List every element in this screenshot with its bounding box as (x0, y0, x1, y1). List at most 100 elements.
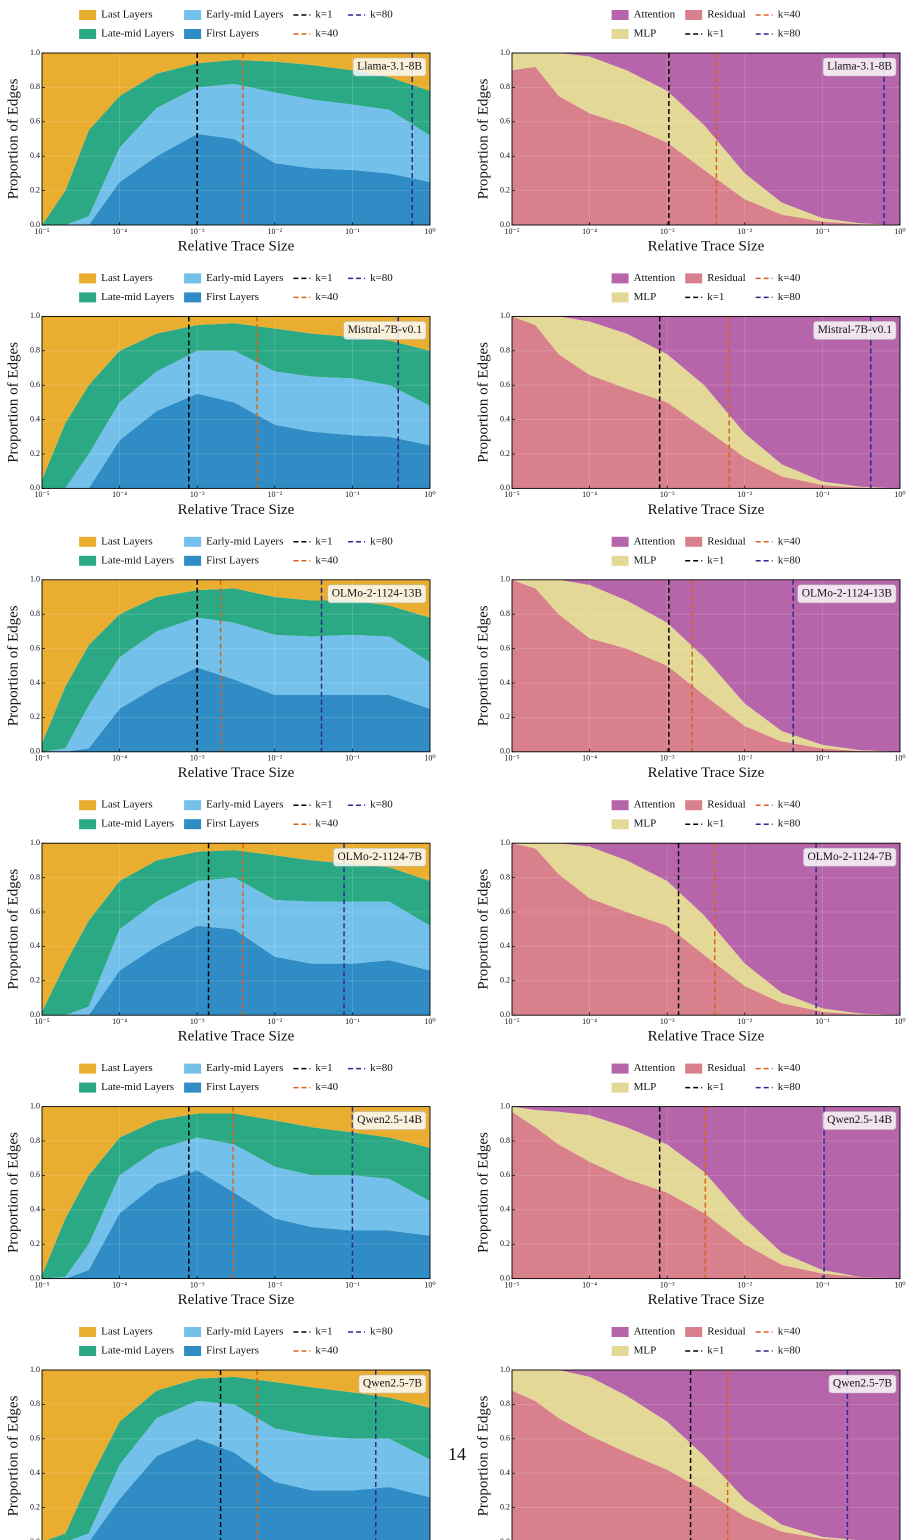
model-label-box (343, 321, 427, 340)
legend-label: k=80 (370, 535, 393, 547)
x-tick-label: 10⁰ (894, 754, 905, 763)
x-tick-label: 10⁻² (737, 754, 752, 763)
model-label: Llama-3.1-8B (352, 57, 427, 77)
legend-label: Residual (707, 535, 746, 547)
x-tick-label: 10⁻⁴ (112, 227, 127, 236)
y-tick-label: 0.6 (500, 1434, 510, 1443)
legend-item: Attention (611, 9, 676, 21)
y-axis-label: Proportion of Edges (475, 78, 491, 199)
y-tick-label: 1.0 (500, 1365, 510, 1374)
model-label-text: OLMo-2-1124-13B (802, 587, 893, 599)
plot-frame (511, 1106, 901, 1280)
chart: 0.0 0.2 0.4 0.6 0.8 1.0 10⁻⁵ 10⁻⁴ 10⁻³ 10⁻² 10⁻¹ 10… (475, 9, 905, 255)
legend-swatch (79, 1346, 97, 1356)
y-tick-label: 0.2 (500, 712, 510, 721)
legend: Attention MLP Residual k=1 k=40 k=80 (611, 1326, 801, 1357)
model-label-text: OLMo-2-1124-7B (807, 851, 892, 863)
legend-item: Early-mid Layers (184, 1326, 283, 1338)
area-series (42, 925, 430, 1016)
model-label-text: OLMo-2-1124-7B (337, 851, 422, 863)
y-tick-label: 0.2 (500, 449, 510, 458)
y-tick-label: 0.4 (500, 414, 510, 423)
legend-item: MLP (611, 291, 656, 303)
legend-item: k=40 (293, 818, 339, 830)
plot-area (42, 579, 430, 752)
legend-item: k=40 (755, 1062, 801, 1074)
y-tick-label: 0.8 (30, 1136, 40, 1145)
y-tick-label: 0.6 (30, 117, 40, 126)
y-tick-label: 0.0 (30, 1010, 40, 1019)
legend-label: k=40 (315, 291, 338, 303)
y-tick-label: 0.2 (500, 185, 510, 194)
area-series (512, 579, 900, 752)
area-series (512, 843, 900, 1016)
plot-area (512, 53, 900, 225)
legend-item: Residual (685, 1326, 746, 1338)
plot-frame (511, 1369, 901, 1540)
legend-label: k=80 (370, 1326, 393, 1338)
area-series (42, 350, 430, 489)
legend-swatch (611, 1327, 629, 1337)
legend-label: k=80 (778, 818, 801, 830)
legend-item: k=40 (293, 28, 339, 40)
legend-item: k=40 (293, 291, 339, 303)
legend-item: Early-mid Layers (184, 799, 283, 811)
plot-area (512, 1370, 900, 1540)
legend-swatch (611, 800, 629, 811)
area-series (512, 843, 900, 1016)
legend: Last Layers Late-mid Layers Early-mid Laye… (79, 9, 393, 40)
area-series (512, 316, 900, 489)
legend-swatch (611, 1082, 629, 1093)
plot-frame (511, 579, 901, 753)
y-tick-label: 1.0 (500, 575, 510, 584)
model-label: OLMo-2-1124-7B (803, 847, 897, 867)
y-tick-label: 0.6 (500, 117, 510, 126)
legend-label: Late-mid Layers (101, 1081, 174, 1093)
y-tick-label: 0.6 (500, 380, 510, 389)
x-tick-label: 10⁰ (424, 1280, 435, 1289)
legend: Last Layers Late-mid Layers Early-mid Laye… (79, 1062, 393, 1093)
y-tick-label: 0.0 (500, 1273, 510, 1282)
y-tick-label: 0.0 (30, 220, 40, 229)
area-series (512, 1370, 900, 1540)
model-label: Llama-3.1-8B (822, 57, 897, 77)
area-series (47, 1376, 430, 1540)
legend: Last Layers Late-mid Layers Early-mid Laye… (79, 799, 393, 830)
legend-item: Early-mid Layers (184, 1062, 283, 1074)
y-axis-label: Proportion of Edges (5, 1395, 21, 1516)
x-tick-label: 10⁻¹ (815, 754, 830, 763)
x-axis-label: Relative Trace Size (178, 238, 295, 254)
chart: 0.0 0.2 0.4 0.6 0.8 1.0 Proportion of Edges Qwe… (475, 1326, 901, 1540)
legend-swatch (184, 1327, 202, 1337)
x-axis-label: Relative Trace Size (648, 238, 765, 254)
legend-label: k=80 (370, 272, 393, 284)
model-label-text: Qwen2.5-14B (357, 1114, 422, 1126)
area-series (42, 393, 430, 489)
legend-label: Attention (634, 1062, 676, 1074)
legend-swatch (184, 273, 202, 284)
y-tick-label: 0.2 (30, 712, 40, 721)
y-tick-label: 1.0 (500, 1101, 510, 1110)
legend-item: Late-mid Layers (79, 28, 174, 40)
legend-label: k=40 (778, 1062, 801, 1074)
legend-item: Attention (611, 272, 676, 284)
legend-swatch (184, 10, 202, 20)
chart: 0.0 0.2 0.4 0.6 0.8 1.0 10⁻⁵ 10⁻⁴ 10⁻³ 10⁻² 10⁻¹ 10… (5, 1062, 435, 1308)
legend-item: k=80 (348, 799, 393, 811)
legend-swatch (611, 536, 629, 547)
legend-item: k=1 (685, 291, 724, 303)
y-tick-label: 1.0 (30, 838, 40, 847)
legend-item: k=80 (755, 1345, 801, 1357)
chart: 0.0 0.2 0.4 0.6 0.8 1.0 10⁻⁵ 10⁻⁴ 10⁻³ 10⁻² 10⁻¹ 10… (5, 272, 435, 518)
chart: 0.0 0.2 0.4 0.6 0.8 1.0 10⁻⁵ 10⁻⁴ 10⁻³ 10⁻² 10⁻¹ 10… (475, 1062, 905, 1308)
y-tick-label: 0.6 (30, 1434, 40, 1443)
legend-item: Last Layers (79, 1062, 153, 1074)
legend-label: k=1 (315, 1062, 332, 1074)
y-tick-label: 0.2 (30, 1502, 40, 1511)
legend-item: Late-mid Layers (79, 1081, 174, 1093)
plot-area (42, 53, 430, 225)
area-series (90, 1438, 430, 1540)
legend-swatch (184, 292, 202, 303)
legend-item: Residual (685, 799, 746, 811)
model-label-text: Mistral-7B-v0.1 (348, 324, 423, 336)
